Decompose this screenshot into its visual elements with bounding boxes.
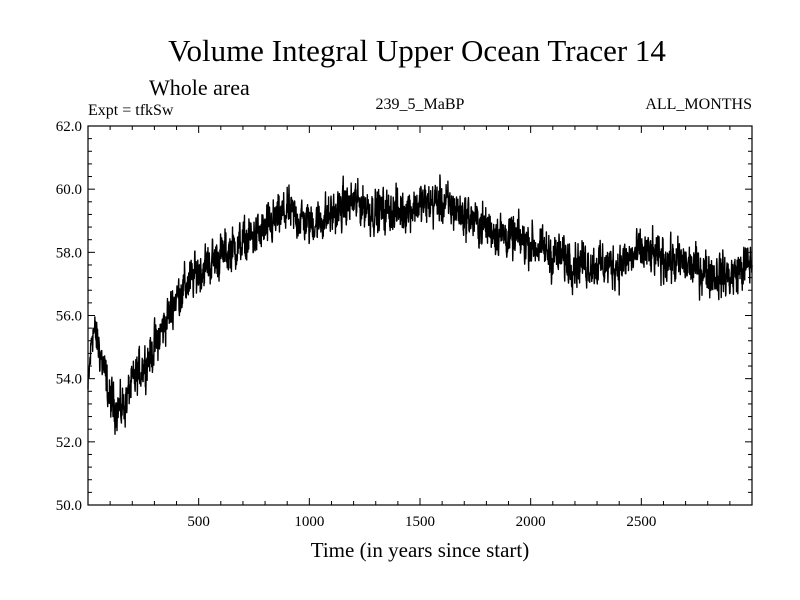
run-label: 239_5_MaBP xyxy=(376,96,465,113)
x-tick-label: 500 xyxy=(187,514,210,530)
x-tick-label: 2500 xyxy=(626,514,656,530)
x-axis-label: Time (in years since start) xyxy=(311,538,530,562)
experiment-label: Expt = tfkSw xyxy=(88,102,174,119)
y-tick-label: 58.0 xyxy=(56,245,82,261)
x-axis: 500 1000 1500 2000 2500 xyxy=(109,126,731,530)
chart-title: Volume Integral Upper Ocean Tracer 14 xyxy=(168,33,666,68)
y-tick-label: 52.0 xyxy=(56,435,82,451)
y-tick-label: 60.0 xyxy=(56,182,82,198)
y-tick-label: 62.0 xyxy=(56,119,82,135)
chart-subtitle: Whole area xyxy=(149,75,250,100)
x-tick-label: 1500 xyxy=(405,514,435,530)
x-tick-label: 1000 xyxy=(294,514,324,530)
x-tick-label: 2000 xyxy=(516,514,546,530)
y-tick-label: 50.0 xyxy=(56,498,82,514)
plot-frame xyxy=(87,125,753,506)
months-label: ALL_MONTHS xyxy=(645,96,752,113)
series-line xyxy=(87,174,753,435)
y-tick-label: 56.0 xyxy=(56,309,82,325)
y-tick-label: 54.0 xyxy=(56,372,82,388)
y-axis: 50.0 52.0 54.0 56.0 58.0 60.0 62.0 xyxy=(56,119,752,514)
